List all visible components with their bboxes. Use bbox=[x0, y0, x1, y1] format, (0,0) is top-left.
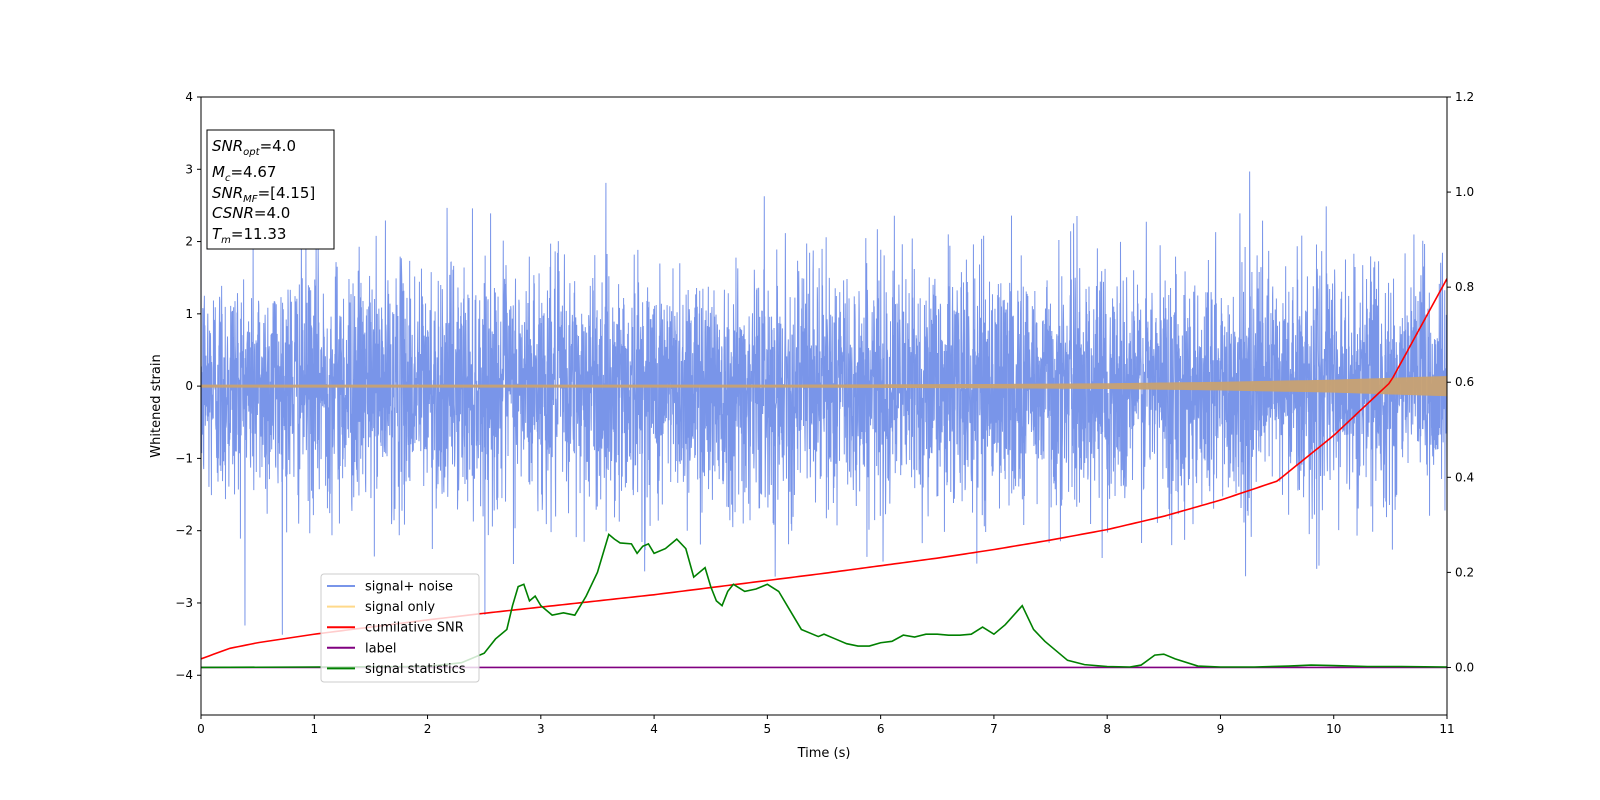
y2-tick-label: 0.2 bbox=[1455, 565, 1474, 579]
legend-entry-label: label bbox=[365, 641, 396, 656]
x-tick-label: 8 bbox=[1103, 722, 1111, 736]
x-tick-label: 3 bbox=[537, 722, 545, 736]
y-axis-right: 1.2 1.0 0.8 0.6 0.4 0.2 0.0 bbox=[1447, 90, 1474, 674]
y-tick-label: 0 bbox=[185, 379, 193, 393]
x-tick-label: 10 bbox=[1326, 722, 1341, 736]
legend-frame bbox=[320, 573, 480, 683]
y2-tick-label: 0.6 bbox=[1455, 375, 1474, 389]
info-box-line: SNRMF=[4.15] bbox=[212, 184, 315, 205]
y2-tick-label: 0.8 bbox=[1455, 280, 1474, 294]
x-tick-label: 9 bbox=[1217, 722, 1225, 736]
y-tick-label: −1 bbox=[175, 451, 193, 465]
y-tick-label: 1 bbox=[185, 307, 193, 321]
info-box-line: Tm=11.33 bbox=[212, 225, 286, 246]
x-tick-label: 11 bbox=[1439, 722, 1454, 736]
info-box-line: Mc=4.67 bbox=[212, 163, 276, 184]
x-tick-label: 6 bbox=[877, 722, 885, 736]
info-box-line: CSNR=4.0 bbox=[212, 204, 290, 222]
x-axis-label: Time (s) bbox=[797, 746, 851, 761]
y2-tick-label: 0.0 bbox=[1455, 660, 1474, 674]
x-tick-label: 2 bbox=[424, 722, 432, 736]
y-tick-label: 2 bbox=[185, 235, 193, 249]
series-signal-noise-line bbox=[201, 171, 1447, 635]
y-tick-label: −3 bbox=[175, 596, 193, 610]
x-tick-label: 4 bbox=[650, 722, 658, 736]
y-tick-label: 3 bbox=[185, 162, 193, 176]
axes-frame bbox=[200, 96, 1448, 716]
y-axis-label: Whitened strain bbox=[149, 354, 164, 457]
x-tick-label: 0 bbox=[197, 722, 205, 736]
y2-tick-label: 0.4 bbox=[1455, 470, 1474, 484]
legend: signal+ noise signal only cumilative SNR la… bbox=[320, 573, 480, 683]
info-box-frame bbox=[206, 129, 335, 250]
x-tick-label: 7 bbox=[990, 722, 998, 736]
legend-entry-label: signal+ noise bbox=[365, 580, 453, 595]
x-tick-label: 5 bbox=[764, 722, 772, 736]
y-axis-left: 4 3 2 1 0 −1 −2 −3 −4 bbox=[175, 90, 201, 682]
series-signal-only-band bbox=[201, 376, 1447, 397]
y2-tick-label: 1.0 bbox=[1455, 185, 1474, 199]
y-tick-label: −2 bbox=[175, 524, 193, 538]
series-signal-statistics-line bbox=[201, 532, 1447, 669]
legend-entry-label: cumilative SNR bbox=[365, 621, 464, 636]
info-box-line: SNRopt=4.0 bbox=[212, 137, 296, 158]
x-tick-label: 1 bbox=[310, 722, 318, 736]
legend-entry-label: signal statistics bbox=[365, 662, 466, 677]
legend-entry-label: signal only bbox=[365, 600, 435, 615]
y2-tick-label: 1.2 bbox=[1455, 90, 1474, 104]
y-tick-label: −4 bbox=[175, 668, 193, 682]
y-tick-label: 4 bbox=[185, 90, 193, 104]
x-axis: 0 1 2 3 4 5 6 7 8 9 10 11 bbox=[197, 715, 1455, 736]
